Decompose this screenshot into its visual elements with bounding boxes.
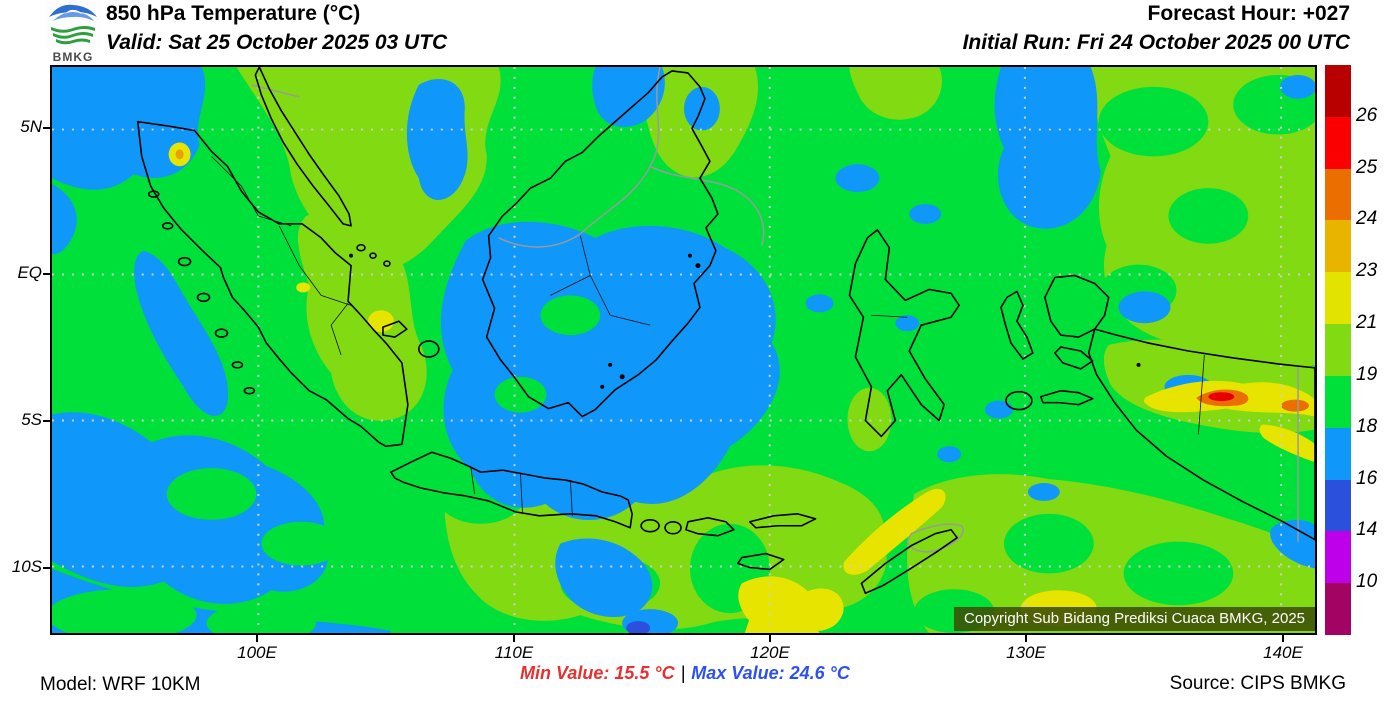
colorbar-segment-6 <box>1325 375 1351 428</box>
lon-tick <box>769 635 771 642</box>
colorbar-label-18: 18 <box>1356 415 1378 437</box>
minmax-separator: | <box>680 663 686 683</box>
lat-label-10s: 10S <box>11 557 42 576</box>
colorbar-segment-9 <box>1325 531 1351 584</box>
lat-tick <box>43 127 50 129</box>
lat-tick <box>43 273 50 275</box>
lat-label-eq: EQ <box>17 263 42 282</box>
bmkg-logo-icon <box>45 1 101 47</box>
lon-tick <box>1282 635 1284 642</box>
lon-label-140e: 140E <box>1263 643 1303 662</box>
lat-label-5n: 5N <box>20 117 42 136</box>
minmax-values: Min Value: 15.5 °C | Max Value: 24.6 °C <box>520 663 850 684</box>
colorbar-label-19: 19 <box>1356 363 1378 385</box>
lon-label-130e: 130E <box>1006 643 1046 662</box>
colorbar-label-14: 14 <box>1356 519 1378 541</box>
colorbar-segment-4 <box>1325 272 1351 325</box>
forecast-hour: Forecast Hour: +027 <box>1147 2 1351 25</box>
lon-tick <box>256 635 258 642</box>
colorbar-label-26: 26 <box>1356 104 1378 126</box>
valid-time: Valid: Sat 25 October 2025 03 UTC <box>106 31 448 54</box>
colorbar-labels: 26 25 24 23 21 19 18 16 14 10 <box>1356 65 1400 635</box>
min-value: Min Value: 15.5 °C <box>520 663 675 683</box>
map-canvas: Copyright Sub Bidang Prediksi Cuaca BMKG… <box>50 65 1317 635</box>
source-label: Source: CIPS BMKG <box>1169 673 1346 694</box>
lon-label-120e: 120E <box>750 643 790 662</box>
lon-tick <box>1025 635 1027 642</box>
colorbar-segment-8 <box>1325 479 1351 532</box>
page-title: 850 hPa Temperature (°C) <box>106 2 361 25</box>
lat-tick <box>43 567 50 569</box>
colorbar-label-21: 21 <box>1356 312 1378 334</box>
colorbar-segment-10 <box>1325 583 1351 635</box>
lon-label-100e: 100E <box>237 643 277 662</box>
temperature-colorbar <box>1325 65 1351 635</box>
colorbar-segment-1 <box>1325 116 1351 169</box>
lon-label-110e: 110E <box>494 643 534 662</box>
bmkg-logo-label: BMKG <box>52 50 94 64</box>
colorbar-segment-2 <box>1325 168 1351 221</box>
colorbar-segment-5 <box>1325 324 1351 376</box>
temperature-field <box>52 67 1315 633</box>
colorbar-label-24: 24 <box>1356 208 1378 230</box>
lat-tick <box>43 420 50 422</box>
colorbar-segment-0 <box>1325 65 1351 117</box>
colorbar-segment-7 <box>1325 427 1351 480</box>
colorbar-segment-3 <box>1325 220 1351 273</box>
lon-tick <box>513 635 515 642</box>
bmkg-logo: BMKG <box>44 1 102 64</box>
colorbar-label-16: 16 <box>1356 467 1378 489</box>
lat-label-5s: 5S <box>21 410 42 429</box>
copyright-overlay: Copyright Sub Bidang Prediksi Cuaca BMKG… <box>953 607 1315 631</box>
colorbar-label-10: 10 <box>1356 571 1378 593</box>
colorbar-label-23: 23 <box>1356 260 1378 282</box>
model-label: Model: WRF 10KM <box>40 674 201 695</box>
max-value: Max Value: 24.6 °C <box>691 663 850 683</box>
colorbar-label-25: 25 <box>1356 156 1378 178</box>
initial-run: Initial Run: Fri 24 October 2025 00 UTC <box>962 31 1350 54</box>
